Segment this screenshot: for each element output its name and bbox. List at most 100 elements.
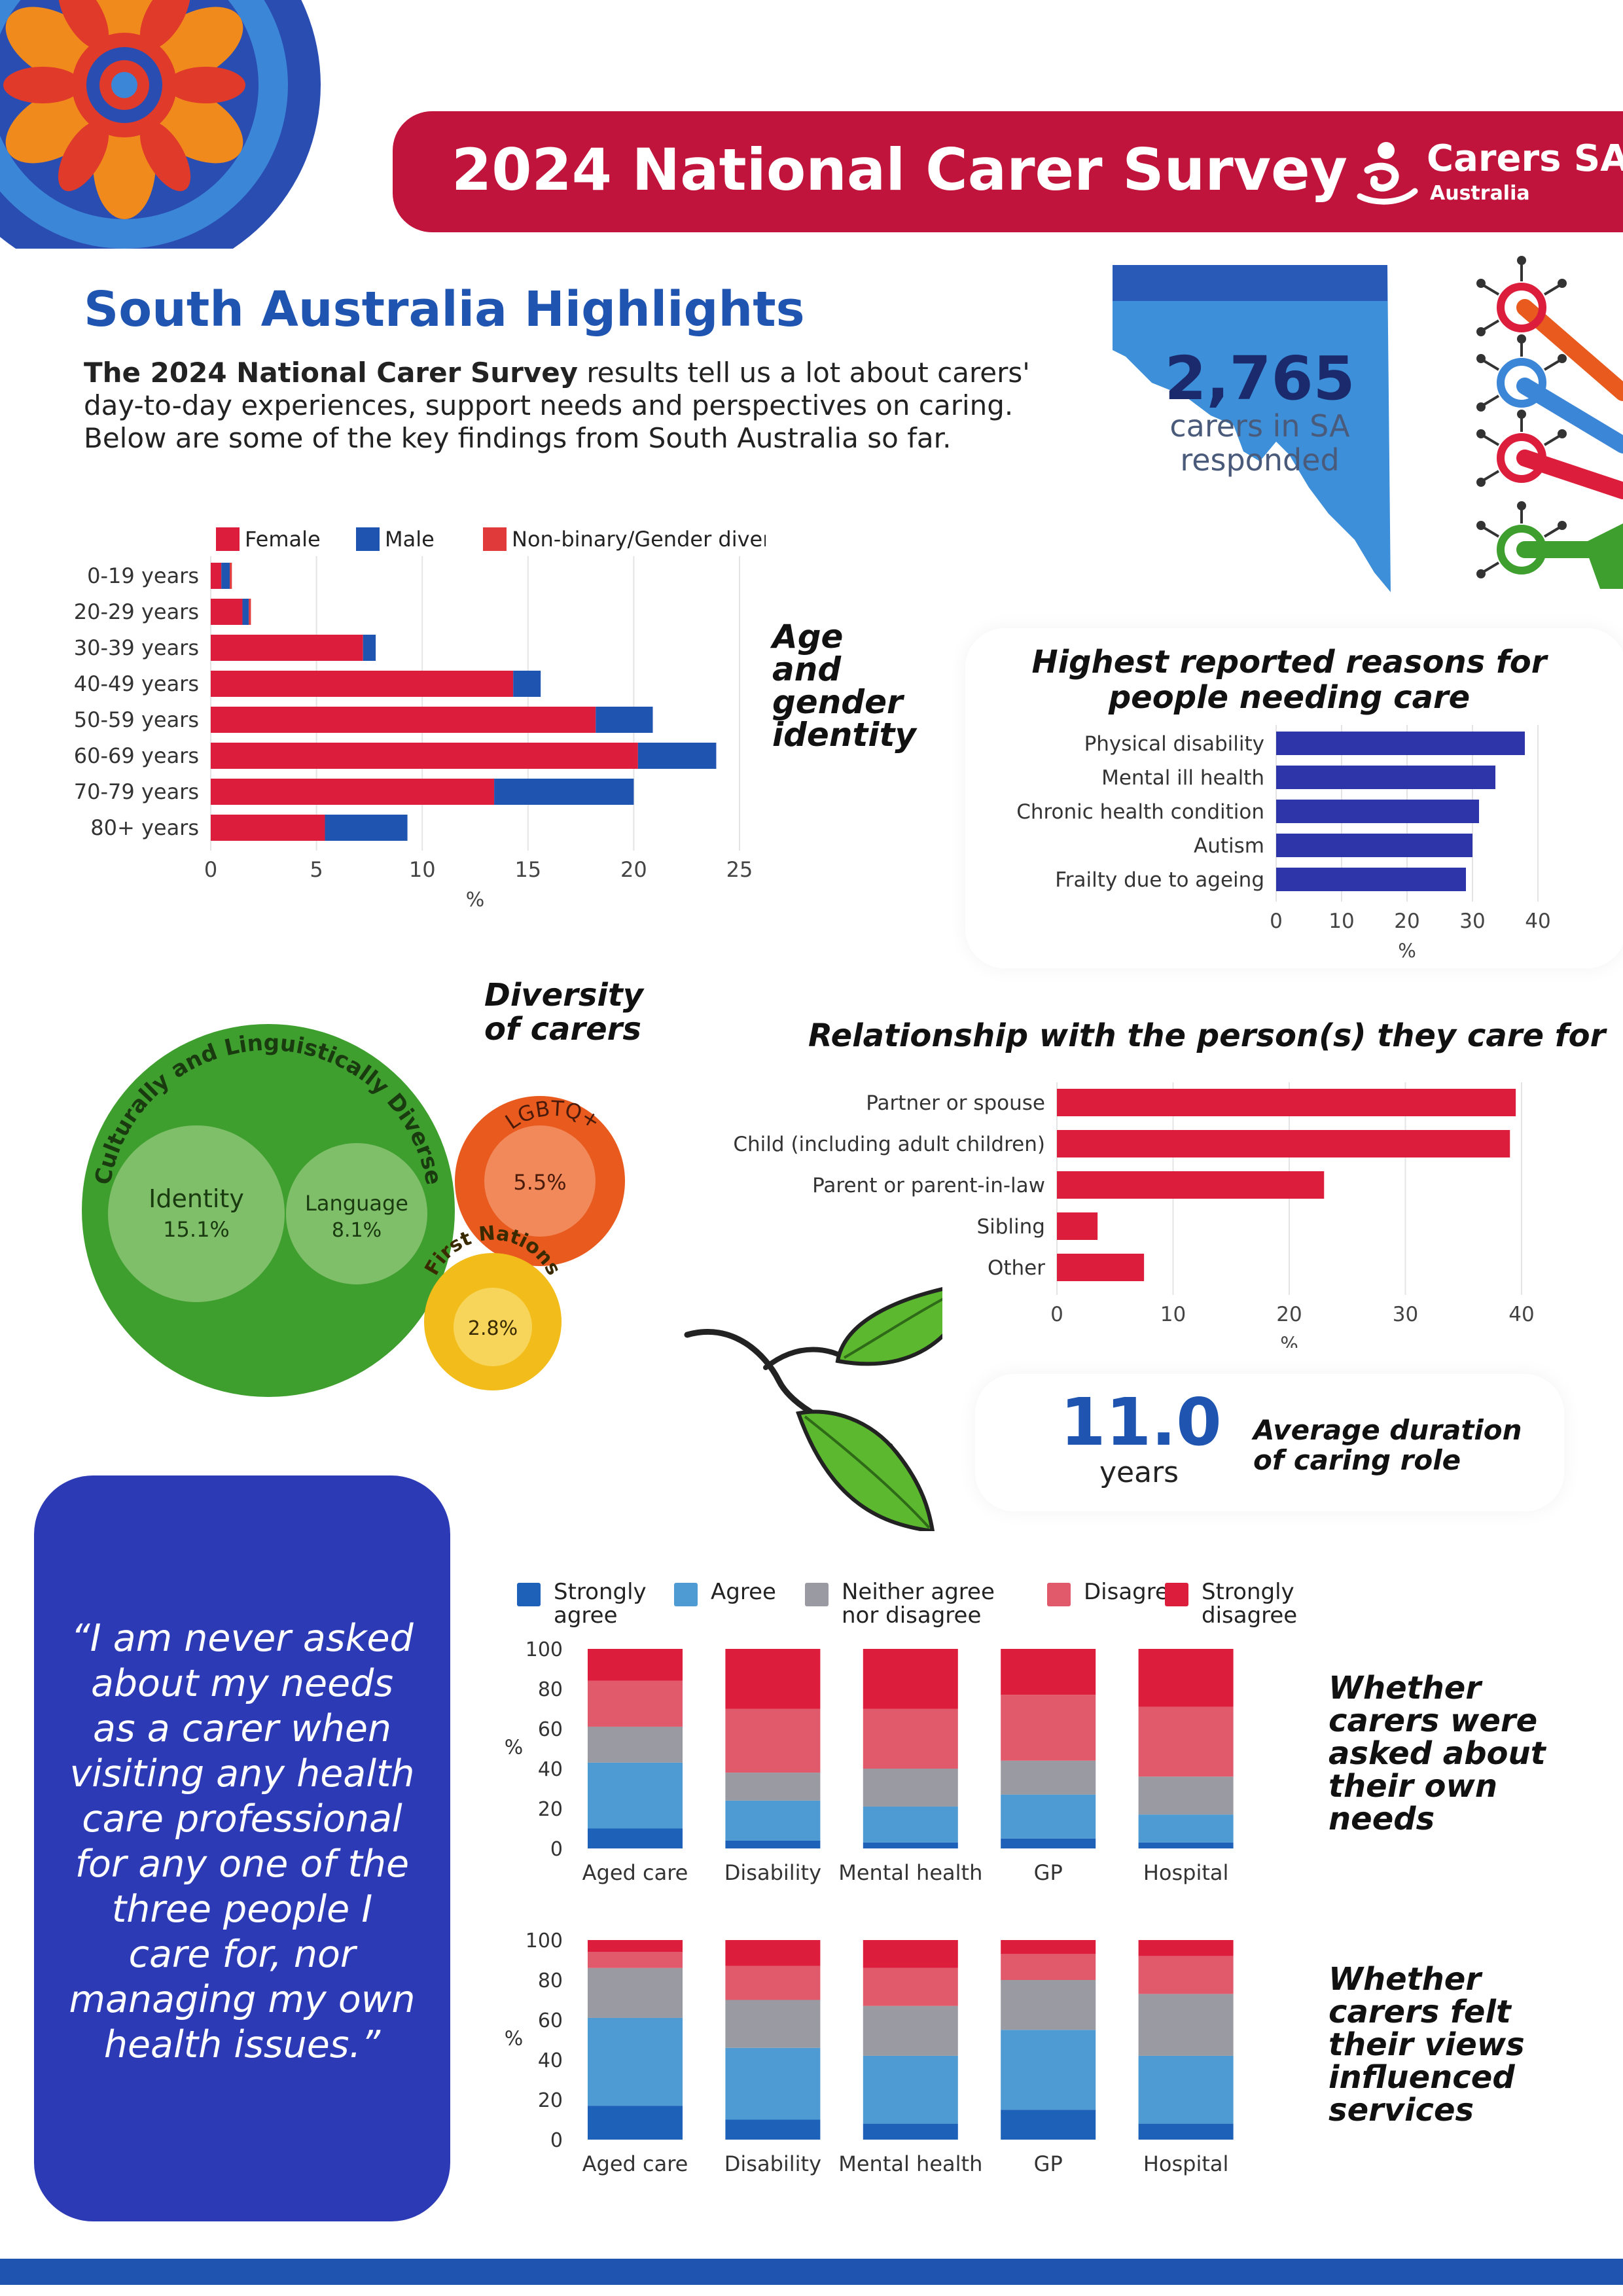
views-title-line-5: services xyxy=(1329,2092,1474,2128)
asked-title-line-1: Whether xyxy=(1329,1670,1482,1706)
bar-segment xyxy=(863,1940,958,1968)
legend-swatch xyxy=(483,527,507,551)
bar-segment xyxy=(1001,1980,1096,2030)
bar-segment xyxy=(1001,1954,1096,1980)
category-label: GP xyxy=(1034,1860,1063,1885)
duration-label-line-2: of caring role xyxy=(1253,1444,1461,1476)
bar-segment xyxy=(588,1762,683,1829)
bar-segment xyxy=(363,635,376,661)
y-tick-label: 80 xyxy=(538,1678,563,1701)
bar-segment xyxy=(596,707,653,733)
category-label: Chronic health condition xyxy=(1016,800,1264,824)
bar-segment xyxy=(242,599,249,625)
bar-segment xyxy=(1138,2055,1234,2124)
duration-label: Average duration of caring role xyxy=(1253,1415,1522,1475)
identity-label: Identity xyxy=(149,1184,244,1213)
respondents-caption-line-1: carers in SA xyxy=(1169,408,1350,444)
bar-segment xyxy=(725,2119,821,2140)
legend-item: Neither agree nor disagree xyxy=(805,1580,995,1627)
category-label: Partner or spouse xyxy=(866,1091,1045,1115)
bar-segment xyxy=(1001,1794,1096,1839)
carer-quote: “I am never asked about my needs as a ca… xyxy=(69,1617,416,2066)
respondents-caption-line-2: responded xyxy=(1180,442,1340,478)
likert-legend: Strongly agree Agree Neither agree nor dis… xyxy=(517,1580,1335,1639)
legend-swatch xyxy=(1165,1583,1188,1606)
bar-segment xyxy=(588,1952,683,1968)
legend-label: Non-binary/Gender diverse xyxy=(512,527,766,552)
asked-title-line-5: needs xyxy=(1329,1801,1435,1837)
bar-segment xyxy=(230,563,232,589)
category-label: Child (including adult children) xyxy=(733,1133,1045,1156)
category-label: Hospital xyxy=(1143,2151,1229,2176)
legend-item: Strongly disagree xyxy=(1165,1580,1297,1627)
x-axis-label: % xyxy=(466,889,485,910)
category-label: Autism xyxy=(1194,834,1264,858)
bar-segment xyxy=(325,815,408,841)
legend-swatch xyxy=(674,1583,698,1606)
x-tick-label: 0 xyxy=(1050,1303,1063,1326)
bar-segment xyxy=(1001,1940,1096,1954)
asked-title-line-4: their own xyxy=(1329,1768,1497,1805)
legend-item: Disagree xyxy=(1047,1580,1183,1606)
category-label: 80+ years xyxy=(90,815,199,840)
category-label: Sibling xyxy=(976,1215,1045,1239)
bar-segment xyxy=(1001,1760,1096,1795)
bar-segment xyxy=(211,779,495,805)
identity-value: 15.1% xyxy=(163,1217,230,1242)
page-title: South Australia Highlights xyxy=(84,281,805,338)
bar-segment xyxy=(1138,1776,1234,1815)
leaf-artwork xyxy=(684,1287,942,1531)
y-tick-label: 60 xyxy=(538,2009,563,2032)
age-gender-chart: Female Male Non-binary/Gender diverse 0 5 10 1… xyxy=(74,527,766,910)
x-tick-label: 10 xyxy=(409,857,436,882)
x-tick-label: 15 xyxy=(514,857,541,882)
respondents-count: 2,765 xyxy=(1164,344,1355,414)
x-tick-label: 40 xyxy=(1508,1303,1534,1326)
bar-segment xyxy=(588,1726,683,1763)
bar-segment xyxy=(725,1800,821,1841)
category-label: Other xyxy=(988,1256,1045,1280)
category-label: 50-59 years xyxy=(74,707,199,732)
bar-segment xyxy=(1138,1814,1234,1843)
asked-about-needs-title: Whether carers were asked about their ow… xyxy=(1329,1672,1546,1835)
lgbtq-inner xyxy=(484,1125,596,1237)
reasons-panel xyxy=(965,628,1623,968)
views-influenced-title: Whether carers felt their views influenc… xyxy=(1329,1963,1525,2127)
first-nations-value: 2.8% xyxy=(468,1317,518,1340)
bar xyxy=(1276,732,1525,755)
bar-segment xyxy=(725,1708,821,1773)
bar-segment xyxy=(637,743,717,769)
diversity-title-line-2: of carers xyxy=(484,1011,641,1048)
bar-segment xyxy=(1138,1706,1234,1777)
bar-segment xyxy=(725,1840,821,1848)
bar-segment xyxy=(1138,1956,1234,1994)
bar xyxy=(1057,1089,1516,1116)
bar-segment xyxy=(211,743,638,769)
legend-swatch xyxy=(1047,1583,1071,1606)
bar-segment xyxy=(863,1842,958,1848)
identity-bubble xyxy=(108,1125,285,1302)
views-title-line-3: their views xyxy=(1329,2026,1525,2063)
relationship-chart: 0 10 20 30 40% Partner or spouse Child (includ… xyxy=(733,1082,1535,1348)
bar xyxy=(1057,1130,1510,1157)
language-label: Language xyxy=(305,1191,408,1216)
bar xyxy=(1276,868,1466,891)
bar-segment xyxy=(1001,2030,1096,2110)
bar-segment xyxy=(863,2055,958,2124)
bar-segment xyxy=(863,1708,958,1769)
bar-segment xyxy=(725,1940,821,1966)
y-tick-label: 40 xyxy=(538,2049,563,2072)
bar-segment xyxy=(211,707,596,733)
category-label: 0-19 years xyxy=(87,563,199,588)
diversity-bubble-chart: Culturally and Linguistically Diverse Id… xyxy=(82,1024,625,1397)
y-axis-label: % xyxy=(505,2028,524,2051)
legend-label: Agree xyxy=(711,1579,776,1605)
bar-segment xyxy=(863,1806,958,1843)
category-label: Frailty due to ageing xyxy=(1055,868,1264,892)
diversity-title-line-1: Diversity xyxy=(484,977,644,1014)
x-tick-label: 0 xyxy=(1270,910,1283,933)
category-label: Mental ill health xyxy=(1101,766,1264,790)
bar-segment xyxy=(863,2005,958,2056)
duration-unit: years xyxy=(1099,1456,1179,1489)
category-label: 30-39 years xyxy=(74,635,199,660)
